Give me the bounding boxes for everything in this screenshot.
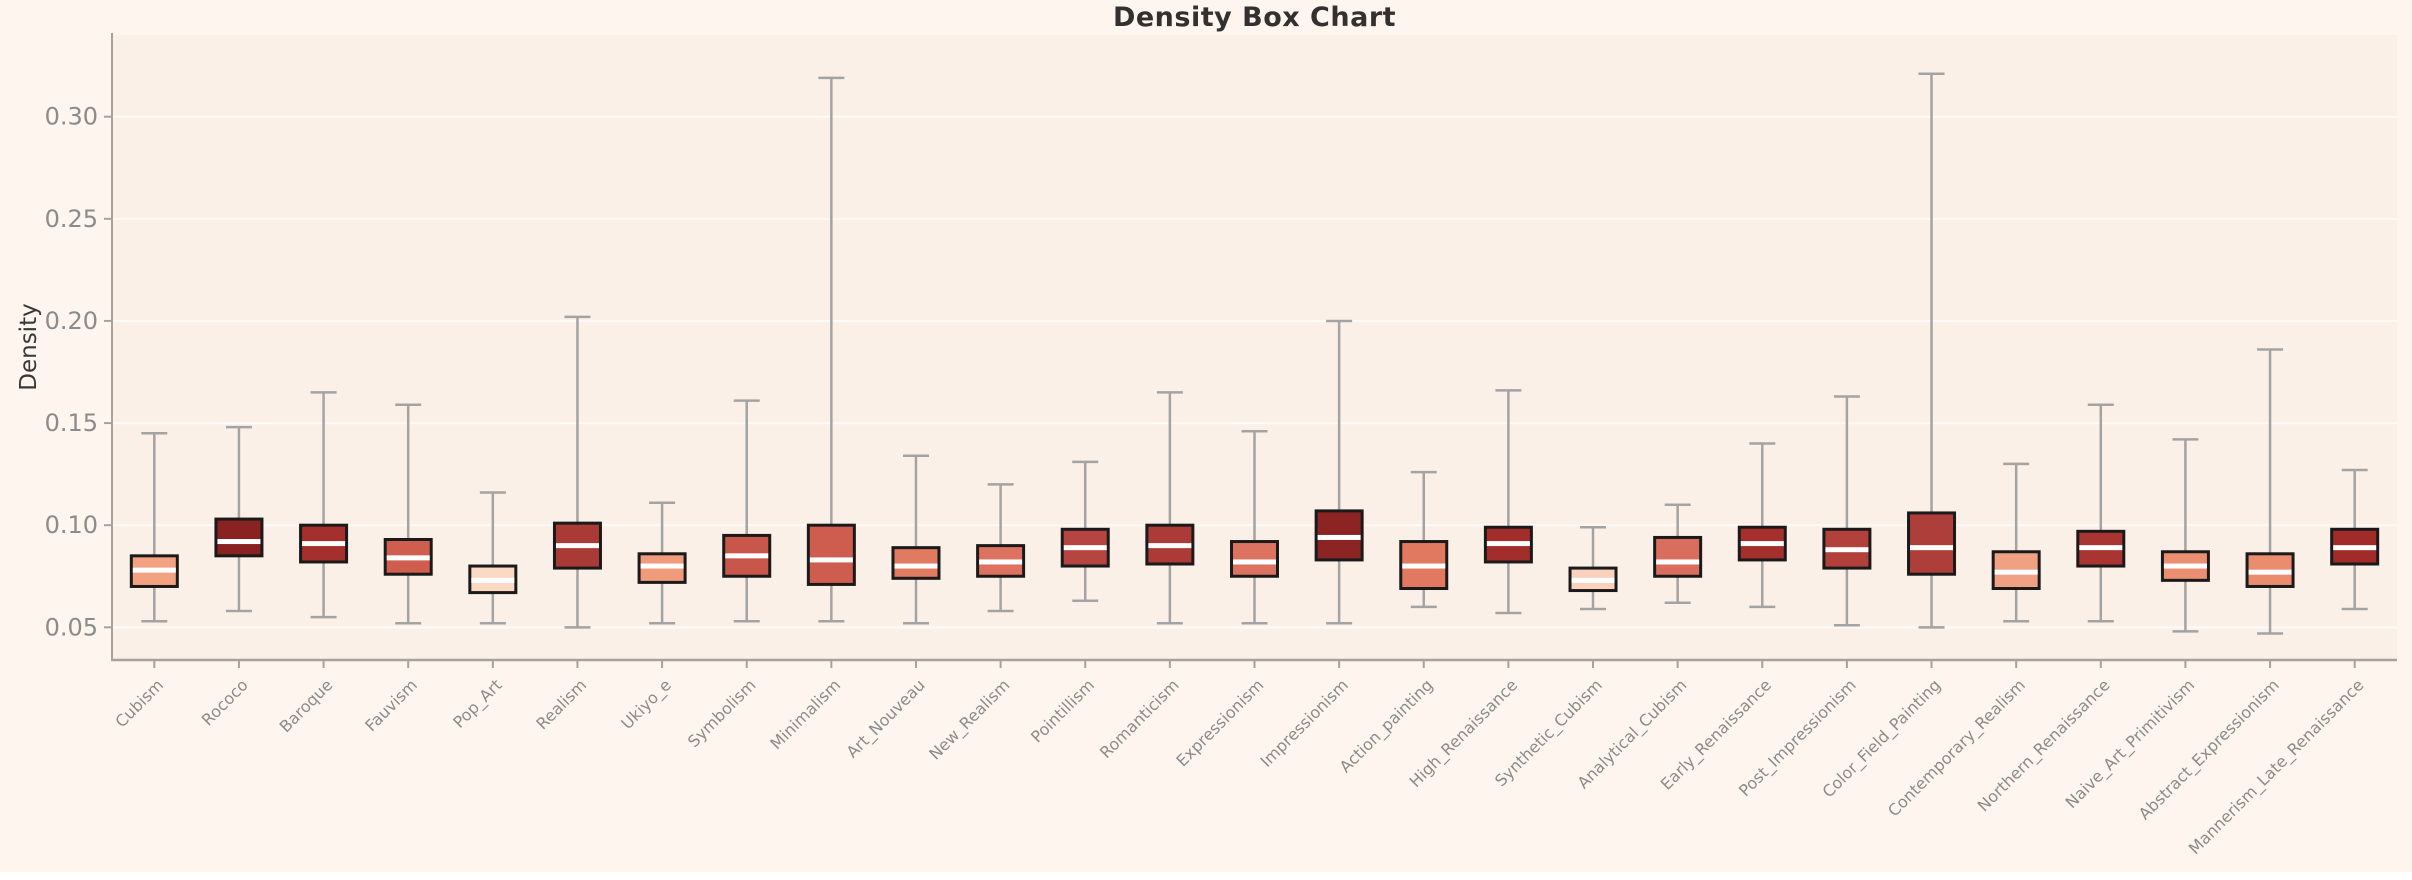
x-tick-label: Pointillism [1027,675,1098,746]
box-contemporary-realism [1991,462,2041,623]
box-minimalism [806,76,856,623]
y-tick-label: 0.10 [45,511,98,539]
box-cubism [129,432,179,623]
box-mannerism-late-renaissance [2330,468,2380,611]
y-tick-label: 0.05 [45,613,98,641]
box-pointillism [1060,460,1110,603]
median-line [1825,547,1869,553]
median-line [1486,541,1530,547]
median-line [1571,577,1615,583]
x-tick-label: Impressionism [1257,675,1352,770]
box-impressionism [1314,319,1364,625]
x-tick-label: Abstract_Expressionism [2135,675,2284,824]
x-tick-label: Contemporary_Realism [1884,675,2030,821]
x-tick-label: Mannerism_Late_Renaissance [2185,675,2368,858]
median-line [217,539,261,545]
median-line [2248,569,2292,575]
x-tick-label: Pop_Art [449,675,506,732]
median-line [1740,541,1784,547]
x-tick-label: Symbolism [684,675,760,751]
box-ukiyo-e [637,501,687,625]
x-tick-label: New_Realism [925,675,1014,764]
median-line [809,557,853,563]
box-fauvism [383,403,433,625]
median-line [1233,559,1276,565]
box-northern-renaissance [2076,403,2126,623]
box-post-impressionism [1822,395,1872,627]
box-rect [1907,511,1957,576]
median-line [2163,563,2207,569]
x-tick-label: Baroque [276,675,337,736]
box-realism [552,315,602,629]
median-line [640,563,684,569]
box-baroque [299,391,349,619]
x-tick-label: Art_Nouveau [843,675,930,762]
box-rococo [214,425,264,613]
median-line [471,577,515,583]
y-tick-label: 0.25 [45,205,98,233]
box-high-renaissance [1483,389,1533,615]
median-line [1994,569,2038,575]
box-action-painting [1399,470,1449,609]
box-new-realism [976,483,1026,613]
box-synthetic-cubism [1568,525,1618,611]
median-line [1402,563,1446,569]
x-tick-label: Cubism [111,675,167,731]
x-tick-label: Romanticism [1096,675,1183,762]
chart-title: Density Box Chart [1112,2,1397,33]
median-line [979,559,1023,565]
median-line [2333,545,2377,551]
x-tick-label: Rococo [198,675,252,729]
box-abstract-expressionism [2245,348,2295,635]
box-art-nouveau [891,454,941,625]
x-tick-label: Fauvism [361,675,421,735]
x-tick-label: Ukiyo_e [617,675,675,733]
box-early-renaissance [1737,442,1787,609]
box-rect [214,517,264,558]
box-color-field-painting [1907,72,1957,629]
box-expressionism [1230,429,1279,625]
median-line [2079,545,2123,551]
median-line [894,563,938,569]
box-romanticism [1145,391,1195,625]
box-analytical-cubism [1653,503,1703,605]
y-tick-label: 0.15 [45,409,98,437]
median-line [1317,534,1361,540]
box-pop-art [468,491,518,625]
median-line [1656,559,1700,565]
median-line [1063,545,1107,551]
median-line [555,543,599,549]
x-tick-label: Minimalism [766,675,844,753]
median-line [1148,543,1192,549]
median-line [302,541,346,547]
median-line [386,555,430,561]
box-rect [1653,535,1703,578]
box-rect [1230,540,1279,578]
y-tick-label: 0.20 [45,307,98,335]
box-symbolism [722,399,772,623]
median-line [132,567,176,573]
bottom-strip [0,872,2412,880]
median-line [725,553,769,559]
median-line [1910,545,1954,551]
box-rect [891,546,941,580]
x-tick-label: Realism [532,675,590,733]
y-tick-label: 0.30 [45,103,98,131]
box-rect [806,523,856,586]
box-naive-art-primitivism [2160,438,2210,633]
x-tick-label: Expressionism [1172,675,1267,770]
